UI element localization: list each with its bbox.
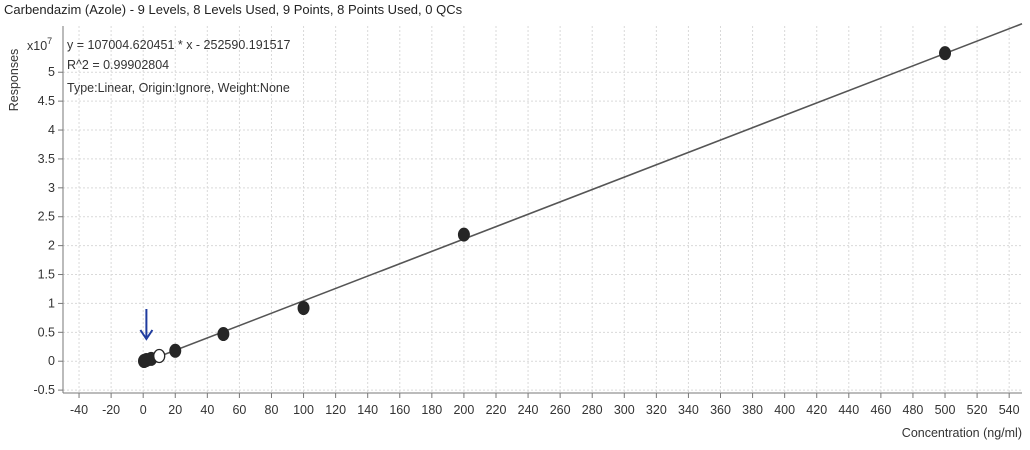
x-tick-label: 440 bbox=[838, 403, 859, 417]
chart-title: Carbendazim (Azole) - 9 Levels, 8 Levels… bbox=[4, 2, 463, 17]
x-tick-label: 240 bbox=[518, 403, 539, 417]
x-tick-label: 60 bbox=[232, 403, 246, 417]
data-point bbox=[217, 327, 230, 342]
y-tick-label: 2 bbox=[48, 239, 55, 253]
x-tick-label: 520 bbox=[967, 403, 988, 417]
y-tick-label: 1 bbox=[48, 296, 55, 310]
arrow-head bbox=[139, 329, 154, 341]
r-squared-label: R^2 = 0.99902804 bbox=[67, 58, 169, 72]
x-tick-label: 300 bbox=[614, 403, 635, 417]
y-tick-label: 1.5 bbox=[38, 268, 55, 282]
data-point bbox=[297, 301, 310, 316]
regression-equation: y = 107004.620451 * x - 252590.191517 bbox=[67, 38, 291, 52]
x-tick-label: 100 bbox=[293, 403, 314, 417]
y-tick-label: 2.5 bbox=[38, 210, 55, 224]
x-tick-label: 120 bbox=[325, 403, 346, 417]
y-tick-label: 4 bbox=[48, 123, 55, 137]
y-tick-label: 5 bbox=[48, 65, 55, 79]
x-tick-label: 320 bbox=[646, 403, 667, 417]
y-tick-label: 3.5 bbox=[38, 152, 55, 166]
x-tick-label: 340 bbox=[678, 403, 699, 417]
x-tick-label: 380 bbox=[742, 403, 763, 417]
x-tick-label: 260 bbox=[550, 403, 571, 417]
fit-line-layer bbox=[142, 23, 1023, 364]
data-point bbox=[939, 46, 952, 61]
x-tick-label: 140 bbox=[357, 403, 378, 417]
y-tick-label: -0.5 bbox=[33, 383, 55, 397]
tick-labels: -40 -20 0 20 40 60 80 100 120 140 160 180 200 220 240 2… bbox=[33, 65, 1019, 417]
x-tick-label: 40 bbox=[200, 403, 214, 417]
x-tick-label: 80 bbox=[265, 403, 279, 417]
x-tick-label: 360 bbox=[710, 403, 731, 417]
x-tick-label: 500 bbox=[935, 403, 956, 417]
data-points bbox=[137, 46, 952, 369]
y-tick-label: 3 bbox=[48, 181, 55, 195]
y-tick-label: 0 bbox=[48, 354, 55, 368]
regression-line bbox=[142, 23, 1023, 364]
x-tick-label: 200 bbox=[453, 403, 474, 417]
axes bbox=[58, 26, 1022, 398]
grid-lines bbox=[63, 26, 1022, 393]
data-point bbox=[169, 343, 182, 358]
x-tick-label: 540 bbox=[999, 403, 1020, 417]
y-multiplier-label: x107 bbox=[27, 36, 52, 53]
x-tick-label: -40 bbox=[70, 403, 88, 417]
excluded-data-point bbox=[153, 348, 166, 364]
x-tick-label: 220 bbox=[486, 403, 507, 417]
x-axis-title: Concentration (ng/ml) bbox=[902, 426, 1022, 440]
x-tick-label: 420 bbox=[806, 403, 827, 417]
x-tick-label: -20 bbox=[102, 403, 120, 417]
x-tick-label: 480 bbox=[903, 403, 924, 417]
marker-layer bbox=[139, 309, 154, 341]
x-tick-label: 180 bbox=[421, 403, 442, 417]
x-tick-label: 160 bbox=[389, 403, 410, 417]
x-tick-label: 0 bbox=[140, 403, 147, 417]
fit-info-label: Type:Linear, Origin:Ignore, Weight:None bbox=[67, 81, 290, 95]
data-point bbox=[457, 227, 470, 242]
y-axis-title: Responses bbox=[7, 49, 21, 112]
x-tick-label: 20 bbox=[168, 403, 182, 417]
x-tick-label: 280 bbox=[582, 403, 603, 417]
x-tick-label: 460 bbox=[870, 403, 891, 417]
x-tick-label: 400 bbox=[774, 403, 795, 417]
y-tick-label: 0.5 bbox=[38, 325, 55, 339]
y-tick-label: 4.5 bbox=[38, 94, 55, 108]
